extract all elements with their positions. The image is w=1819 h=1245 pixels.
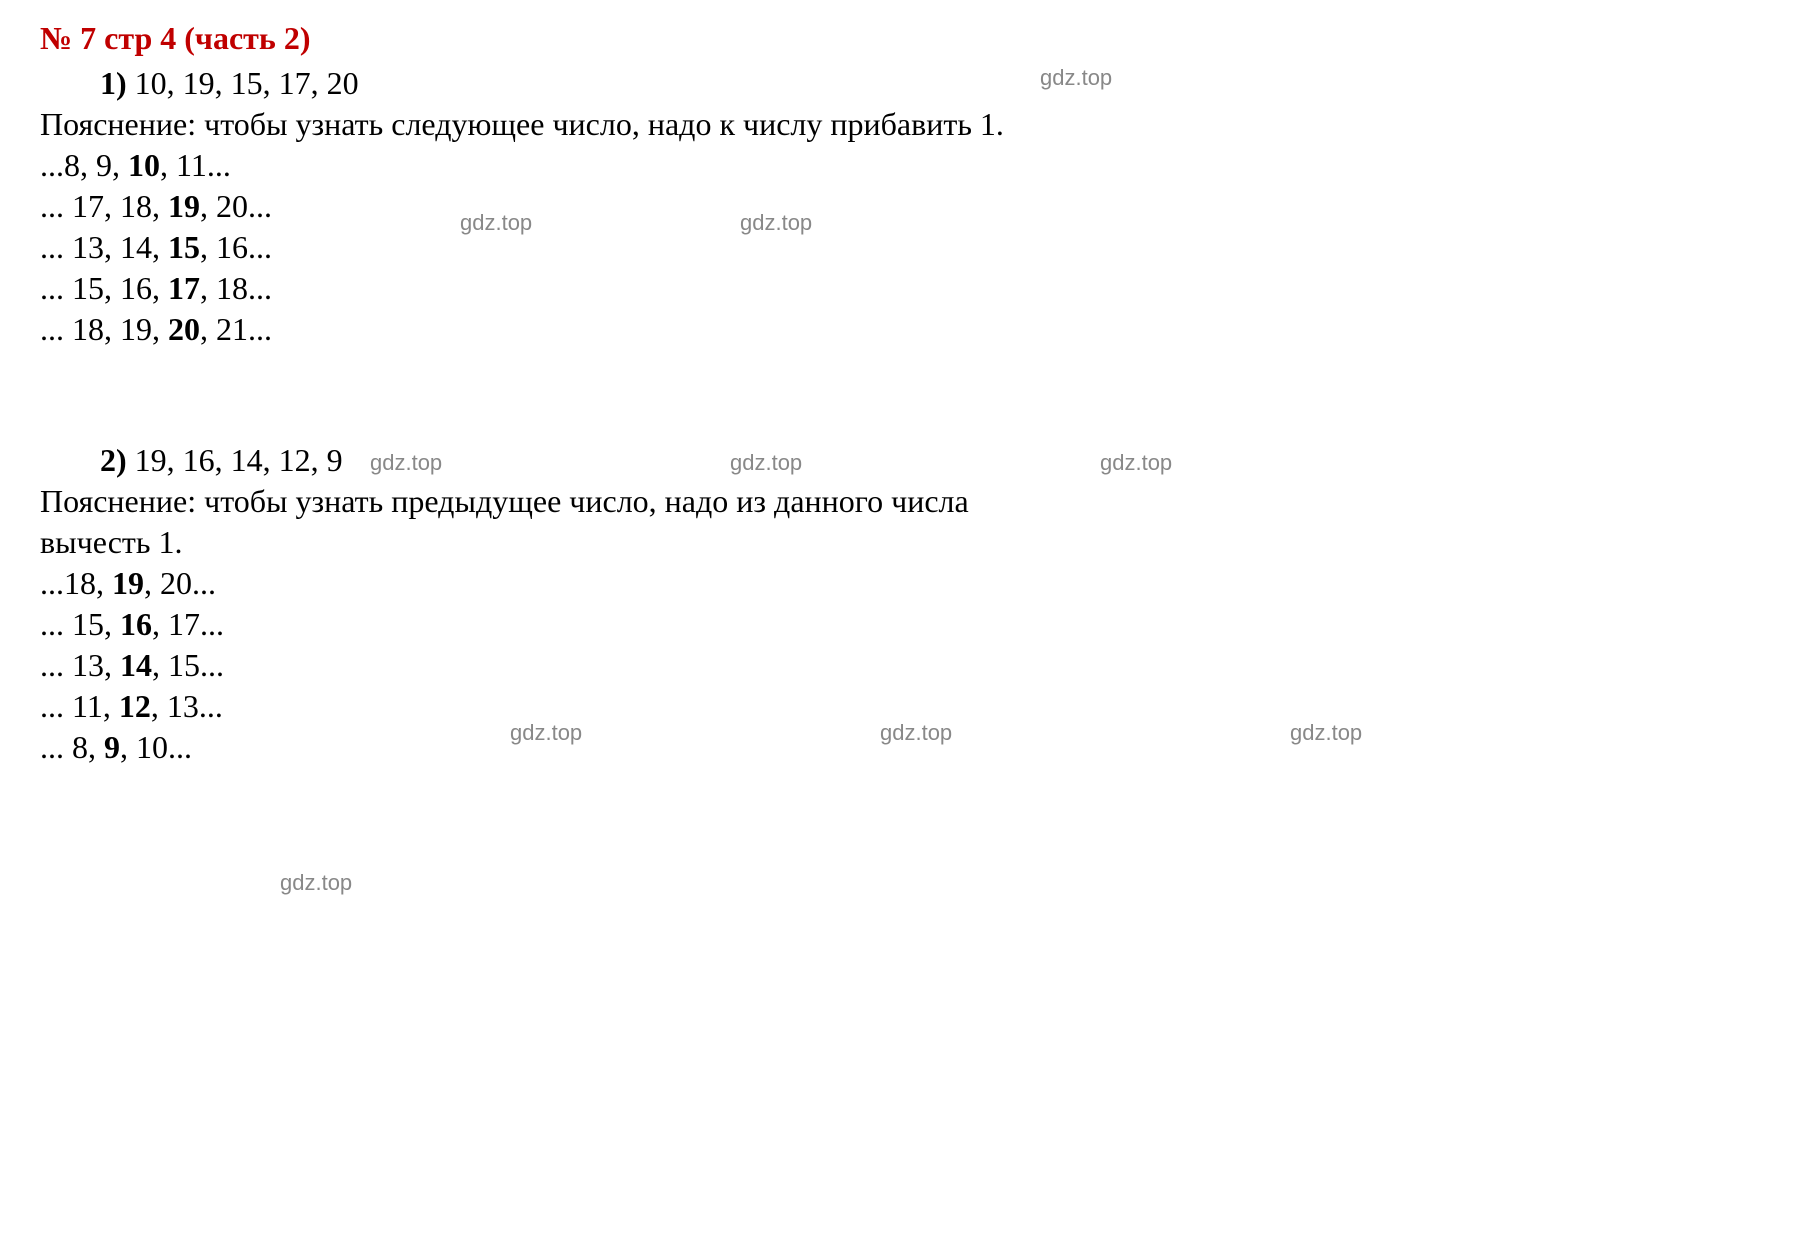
page-header: № 7 стр 4 (часть 2) [40,20,1779,57]
watermark: gdz.top [510,720,582,746]
section1-seq-0: ...8, 9, 10, 11... [40,147,1779,184]
section2-explanation-line1: Пояснение: чтобы узнать предыдущее число… [40,483,1779,520]
section1-values-text: 10, 19, 15, 17, 20 [135,65,359,101]
section-gap [40,352,1779,442]
watermark: gdz.top [280,870,352,896]
seq-prefix: ... 11, [40,688,119,724]
seq-prefix: ... 18, 19, [40,311,168,347]
seq-prefix: ... 15, [40,606,120,642]
seq-bold: 10 [128,147,160,183]
watermark: gdz.top [730,450,802,476]
section1-answer-line: 1) 10, 19, 15, 17, 20 [100,65,1779,102]
section1-number: 1) [100,65,127,101]
seq-suffix: , 11... [160,147,231,183]
watermark: gdz.top [1040,65,1112,91]
seq-suffix: , 20... [144,565,216,601]
watermark: gdz.top [460,210,532,236]
seq-prefix: ... 13, [40,647,120,683]
seq-prefix: ...18, [40,565,112,601]
watermark: gdz.top [1290,720,1362,746]
seq-suffix: , 16... [200,229,272,265]
watermark: gdz.top [740,210,812,236]
seq-bold: 16 [120,606,152,642]
seq-prefix: ...8, 9, [40,147,128,183]
seq-bold: 17 [168,270,200,306]
seq-bold: 20 [168,311,200,347]
seq-bold: 15 [168,229,200,265]
section1-seq-4: ... 18, 19, 20, 21... [40,311,1779,348]
seq-bold: 14 [120,647,152,683]
watermark: gdz.top [370,450,442,476]
seq-suffix: , 10... [120,729,192,765]
seq-suffix: , 15... [152,647,224,683]
section2-values-text: 19, 16, 14, 12, 9 [135,442,343,478]
seq-bold: 12 [119,688,151,724]
section1-seq-3: ... 15, 16, 17, 18... [40,270,1779,307]
seq-bold: 9 [104,729,120,765]
section2-seq-1: ... 15, 16, 17... [40,606,1779,643]
section2-seq-0: ...18, 19, 20... [40,565,1779,602]
section2-number: 2) [100,442,127,478]
seq-suffix: , 21... [200,311,272,347]
watermark: gdz.top [1100,450,1172,476]
seq-prefix: ... 17, 18, [40,188,168,224]
section2-answer-line: 2) 19, 16, 14, 12, 9 [100,442,1779,479]
section1-seq-2: ... 13, 14, 15, 16... [40,229,1779,266]
seq-suffix: , 17... [152,606,224,642]
seq-suffix: , 13... [151,688,223,724]
seq-suffix: , 18... [200,270,272,306]
seq-prefix: ... 8, [40,729,104,765]
watermark: gdz.top [880,720,952,746]
seq-prefix: ... 13, 14, [40,229,168,265]
seq-suffix: , 20... [200,188,272,224]
section1-explanation: Пояснение: чтобы узнать следующее число,… [40,106,1779,143]
seq-bold: 19 [168,188,200,224]
seq-bold: 19 [112,565,144,601]
seq-prefix: ... 15, 16, [40,270,168,306]
section1-seq-1: ... 17, 18, 19, 20... [40,188,1779,225]
section2-seq-2: ... 13, 14, 15... [40,647,1779,684]
section2-explanation-line2: вычесть 1. [40,524,1779,561]
